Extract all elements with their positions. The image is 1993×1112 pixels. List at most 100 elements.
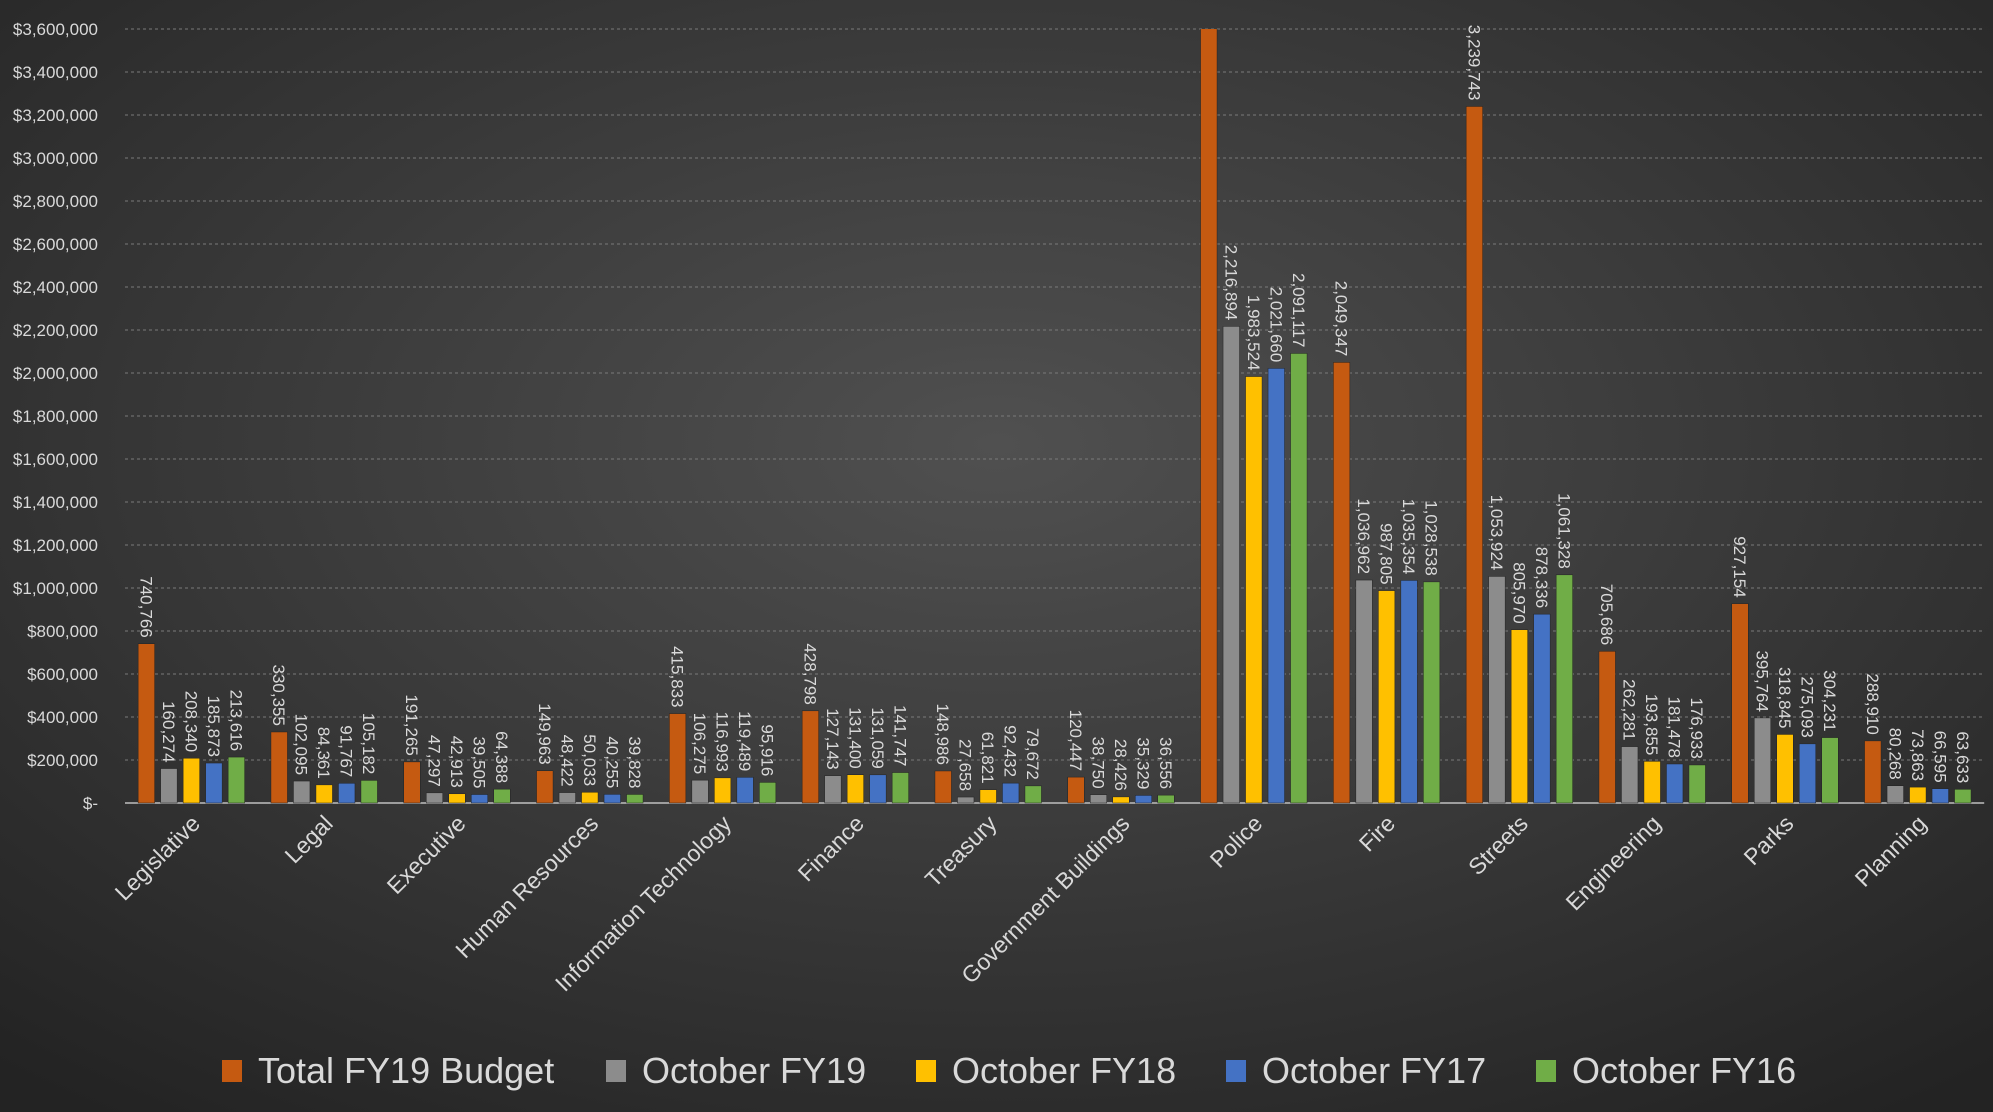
y-tick-label: $1,000,000	[13, 579, 98, 598]
data-label: 28,426	[1111, 739, 1130, 791]
bar	[759, 782, 777, 804]
data-label: 927,154	[1730, 536, 1749, 597]
legend-label: Total FY19 Budget	[258, 1050, 554, 1091]
data-label: 95,916	[758, 724, 777, 776]
bar	[669, 713, 687, 804]
y-tick-label: $600,000	[27, 665, 98, 684]
data-label: 119,489	[735, 711, 754, 771]
data-label: 102,095	[292, 714, 311, 775]
bar	[603, 794, 621, 804]
data-label: 42,913	[447, 736, 466, 788]
legend-label: October FY16	[1572, 1050, 1796, 1091]
bar	[471, 794, 488, 804]
data-label: 48,422	[557, 735, 576, 787]
bar	[227, 756, 245, 804]
bar	[846, 774, 864, 804]
bar	[558, 792, 576, 804]
data-label: 116,993	[713, 712, 732, 772]
bar	[205, 762, 223, 804]
data-label: 131,400	[845, 707, 864, 768]
bar	[1135, 795, 1152, 804]
y-tick-label: $-	[83, 794, 98, 813]
bar	[979, 789, 997, 804]
data-label: 181,478	[1665, 697, 1684, 758]
data-label: 185,873	[204, 696, 223, 757]
bar	[270, 731, 288, 804]
bar	[137, 643, 155, 804]
data-label: 79,672	[1023, 728, 1042, 780]
data-label: 193,855	[1642, 694, 1661, 755]
data-label: 50,033	[580, 734, 599, 786]
bar	[1533, 613, 1551, 804]
bar	[1400, 580, 1418, 804]
y-tick-label: $800,000	[27, 622, 98, 641]
y-tick-label: $2,400,000	[13, 278, 98, 297]
data-label: 208,340	[181, 691, 200, 752]
bar	[293, 780, 311, 804]
bar	[1423, 581, 1441, 804]
data-label: 395,764	[1753, 650, 1772, 711]
bar	[1245, 376, 1263, 804]
data-label: 1,983,524	[1244, 295, 1263, 371]
data-label: 705,686	[1597, 584, 1616, 645]
plot-area	[137, 29, 1972, 804]
data-label: 131,059	[868, 707, 887, 768]
data-label: 141,747	[890, 705, 909, 766]
bar	[160, 768, 178, 804]
bar	[1024, 785, 1042, 804]
data-label: 330,355	[269, 665, 288, 726]
bar	[1267, 368, 1285, 804]
y-tick-label: $3,000,000	[13, 149, 98, 168]
bar	[1931, 788, 1949, 804]
data-label: 213,616	[226, 690, 245, 751]
y-tick-label: $3,400,000	[13, 63, 98, 82]
data-label: 275,093	[1798, 676, 1817, 737]
bar	[581, 791, 599, 804]
data-label: 878,336	[1532, 547, 1551, 608]
bar	[1067, 776, 1085, 804]
data-label: 288,910	[1863, 673, 1882, 734]
data-label: 66,595	[1930, 731, 1949, 783]
data-label: 91,767	[337, 725, 356, 777]
bar	[869, 774, 887, 804]
y-tick-label: $2,600,000	[13, 235, 98, 254]
legend-swatch	[1226, 1060, 1246, 1082]
legend-swatch	[222, 1060, 242, 1082]
bar	[1598, 651, 1616, 804]
data-label: 40,255	[602, 736, 621, 788]
data-label: 84,361	[314, 727, 333, 779]
bar	[1886, 785, 1904, 804]
y-tick-label: $1,200,000	[13, 536, 98, 555]
data-label: 63,633	[1953, 731, 1972, 783]
data-label: 740,766	[136, 576, 155, 637]
y-tick-label: $200,000	[27, 751, 98, 770]
y-tick-label: $1,400,000	[13, 493, 98, 512]
bar	[1821, 737, 1839, 804]
bar	[957, 796, 975, 804]
data-label: 1,028,538	[1422, 500, 1441, 576]
bar	[1112, 796, 1130, 804]
bar	[1688, 764, 1706, 804]
bar	[1799, 743, 1816, 804]
bar	[1002, 782, 1020, 804]
data-label: 2,216,894	[1221, 245, 1240, 321]
data-label: 1,053,924	[1487, 495, 1506, 571]
legend-label: October FY18	[952, 1050, 1176, 1091]
data-label: 3,239,743	[1464, 25, 1483, 101]
bar	[1666, 763, 1684, 804]
data-label: 105,182	[359, 713, 378, 774]
bar	[1378, 590, 1396, 804]
bar	[1643, 761, 1661, 804]
bar	[1157, 794, 1175, 804]
bar	[448, 793, 466, 804]
bar	[536, 770, 554, 804]
data-label: 61,821	[978, 732, 997, 784]
y-tick-label: $2,000,000	[13, 364, 98, 383]
bar	[1864, 740, 1882, 804]
data-label: 80,268	[1885, 728, 1904, 780]
data-label: 149,963	[535, 703, 554, 764]
bar	[691, 779, 709, 804]
bar	[1290, 353, 1308, 804]
bar	[1222, 326, 1240, 804]
